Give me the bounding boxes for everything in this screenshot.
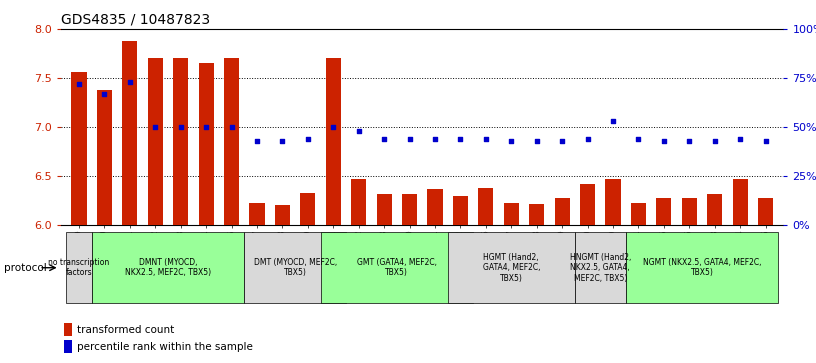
Bar (173, 58, 188, 225)
Text: HNGMT (Hand2,
NKX2.5, GATA4,
MEF2C, TBX5): HNGMT (Hand2, NKX2.5, GATA4, MEF2C, TBX5… (570, 253, 631, 283)
Bar (478, 188, 494, 225)
Bar (681, 197, 697, 225)
Bar (275, 205, 290, 225)
Bar (631, 203, 646, 225)
Point (225, 124, 238, 130)
Bar (71, 72, 86, 225)
Bar (574, 232, 626, 303)
Point (683, 138, 696, 144)
Bar (91, 232, 244, 303)
Bar (64, 323, 73, 336)
Bar (326, 58, 341, 225)
Point (454, 136, 467, 142)
Text: percentile rank within the sample: percentile rank within the sample (77, 342, 253, 352)
Bar (758, 197, 774, 225)
Bar (321, 232, 473, 303)
Bar (402, 194, 417, 225)
Point (658, 138, 671, 144)
Text: HGMT (Hand2,
GATA4, MEF2C,
TBX5): HGMT (Hand2, GATA4, MEF2C, TBX5) (482, 253, 540, 283)
Point (251, 138, 264, 144)
Point (123, 79, 136, 85)
Bar (453, 196, 468, 225)
Point (174, 124, 187, 130)
Point (301, 136, 314, 142)
Point (200, 124, 213, 130)
Text: transformed count: transformed count (77, 325, 174, 335)
Bar (224, 58, 239, 225)
Point (149, 124, 162, 130)
Point (378, 136, 391, 142)
Bar (529, 204, 544, 225)
Bar (707, 194, 722, 225)
Text: DMT (MYOCD, MEF2C,
TBX5): DMT (MYOCD, MEF2C, TBX5) (254, 258, 337, 277)
Point (403, 136, 416, 142)
Bar (64, 340, 73, 353)
Point (556, 138, 569, 144)
Point (505, 138, 518, 144)
Bar (250, 204, 264, 225)
Text: DMNT (MYOCD,
NKX2.5, MEF2C, TBX5): DMNT (MYOCD, NKX2.5, MEF2C, TBX5) (125, 258, 211, 277)
Point (708, 138, 721, 144)
Point (98, 91, 111, 97)
Bar (198, 63, 214, 225)
Bar (428, 189, 442, 225)
Point (759, 138, 772, 144)
Bar (300, 193, 316, 225)
Text: no transcription
factors: no transcription factors (48, 258, 109, 277)
Bar (580, 184, 595, 225)
Bar (148, 58, 163, 225)
Point (428, 136, 441, 142)
Bar (555, 197, 570, 225)
Bar (122, 41, 137, 225)
Bar (503, 204, 519, 225)
Bar (351, 179, 366, 225)
Point (606, 118, 619, 124)
Point (581, 136, 594, 142)
Point (353, 128, 366, 134)
Bar (66, 232, 91, 303)
Point (479, 136, 492, 142)
Bar (244, 232, 346, 303)
Bar (656, 197, 672, 225)
Point (73, 81, 86, 87)
Text: protocol: protocol (4, 263, 47, 273)
Text: NGMT (NKX2.5, GATA4, MEF2C,
TBX5): NGMT (NKX2.5, GATA4, MEF2C, TBX5) (643, 258, 761, 277)
Point (326, 124, 339, 130)
Text: GDS4835 / 10487823: GDS4835 / 10487823 (61, 12, 211, 26)
Bar (733, 179, 747, 225)
Bar (605, 179, 621, 225)
Point (530, 138, 543, 144)
Point (632, 136, 645, 142)
Bar (97, 90, 112, 225)
Point (734, 136, 747, 142)
Bar (448, 232, 574, 303)
Point (276, 138, 289, 144)
Bar (376, 194, 392, 225)
Bar (626, 232, 778, 303)
Text: GMT (GATA4, MEF2C,
TBX5): GMT (GATA4, MEF2C, TBX5) (357, 258, 437, 277)
